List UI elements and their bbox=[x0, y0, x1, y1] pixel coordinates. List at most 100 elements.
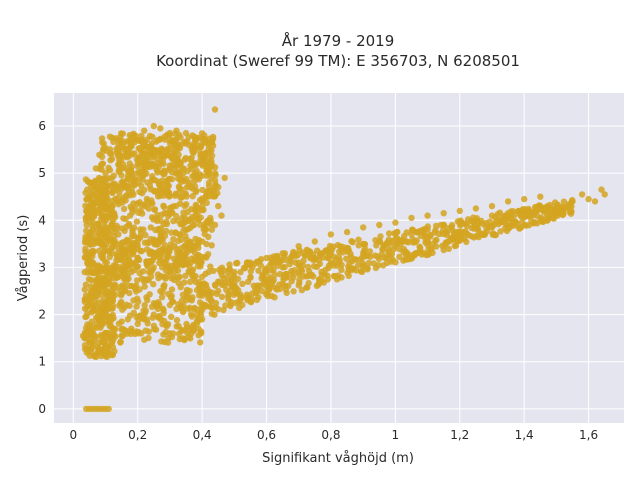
data-point bbox=[211, 221, 219, 229]
data-point bbox=[118, 130, 125, 137]
data-point bbox=[198, 198, 206, 205]
chart-title-line-2: Koordinat (Sweref 99 TM): E 356703, N 62… bbox=[156, 52, 520, 70]
data-point bbox=[281, 271, 288, 278]
data-point bbox=[191, 304, 198, 312]
data-point bbox=[87, 287, 95, 295]
data-point bbox=[252, 286, 259, 293]
data-point bbox=[186, 179, 193, 186]
data-point bbox=[168, 286, 176, 293]
data-point bbox=[300, 273, 307, 280]
data-point bbox=[255, 267, 262, 274]
data-point bbox=[107, 264, 114, 272]
data-point bbox=[164, 339, 172, 346]
data-point bbox=[316, 277, 324, 285]
data-point bbox=[139, 210, 146, 217]
data-point bbox=[166, 192, 174, 200]
data-point bbox=[276, 281, 283, 288]
data-point bbox=[145, 334, 152, 342]
data-point bbox=[141, 201, 148, 208]
data-point bbox=[488, 224, 496, 231]
y-tick-label: 3 bbox=[38, 260, 46, 274]
data-point bbox=[120, 250, 128, 258]
data-point bbox=[198, 130, 206, 137]
data-point bbox=[149, 133, 156, 141]
data-point bbox=[224, 268, 232, 276]
data-point bbox=[126, 160, 133, 167]
data-point bbox=[288, 267, 295, 275]
data-point bbox=[150, 322, 158, 329]
data-point bbox=[304, 284, 311, 291]
data-point bbox=[86, 322, 94, 329]
data-point bbox=[360, 224, 367, 231]
y-axis-ticks: 0 1 2 3 4 5 6 bbox=[38, 119, 46, 416]
data-point bbox=[143, 136, 150, 143]
data-point bbox=[192, 272, 199, 280]
data-point bbox=[167, 204, 175, 211]
data-point bbox=[197, 261, 204, 268]
data-point bbox=[108, 250, 116, 257]
data-point bbox=[243, 291, 251, 298]
data-point bbox=[296, 279, 303, 287]
data-point bbox=[226, 261, 233, 268]
data-point bbox=[81, 286, 89, 293]
data-point bbox=[271, 271, 278, 279]
data-point bbox=[167, 137, 174, 145]
data-point bbox=[376, 238, 383, 245]
data-point bbox=[125, 257, 133, 264]
data-point bbox=[456, 207, 463, 215]
data-point bbox=[343, 228, 351, 236]
data-point bbox=[117, 240, 125, 247]
data-point bbox=[483, 224, 490, 232]
data-point bbox=[91, 200, 98, 208]
data-point bbox=[89, 226, 96, 233]
data-point bbox=[96, 151, 103, 158]
data-point bbox=[102, 346, 109, 354]
data-point bbox=[111, 283, 118, 291]
data-point bbox=[108, 339, 116, 347]
data-point bbox=[197, 143, 205, 150]
data-point bbox=[81, 268, 88, 276]
data-point bbox=[176, 169, 183, 177]
data-point bbox=[507, 215, 515, 222]
data-point bbox=[463, 230, 470, 237]
data-point bbox=[303, 246, 310, 253]
data-point bbox=[129, 189, 136, 196]
data-point bbox=[211, 169, 219, 177]
data-point bbox=[105, 405, 112, 413]
data-point bbox=[161, 133, 168, 140]
x-tick-label: 1 bbox=[392, 428, 400, 442]
data-point bbox=[223, 286, 230, 294]
data-point bbox=[343, 255, 350, 262]
data-point bbox=[128, 325, 135, 332]
data-point bbox=[150, 311, 157, 318]
data-point bbox=[537, 202, 544, 210]
data-point bbox=[119, 282, 126, 289]
data-point bbox=[263, 278, 270, 285]
data-point bbox=[86, 301, 93, 309]
data-point bbox=[186, 304, 193, 311]
data-point bbox=[333, 262, 341, 269]
data-point bbox=[183, 193, 190, 200]
data-point bbox=[208, 152, 216, 159]
data-point bbox=[533, 220, 541, 227]
data-point bbox=[526, 210, 533, 218]
data-point bbox=[198, 306, 206, 314]
data-point bbox=[172, 202, 180, 210]
data-point bbox=[94, 292, 101, 300]
data-point bbox=[112, 333, 119, 340]
data-point bbox=[203, 163, 211, 170]
data-point bbox=[186, 268, 193, 276]
data-point bbox=[202, 136, 209, 144]
data-point bbox=[221, 174, 228, 182]
data-point bbox=[239, 280, 246, 287]
data-point bbox=[146, 258, 153, 265]
data-point bbox=[385, 246, 393, 253]
data-point bbox=[163, 177, 171, 185]
data-point bbox=[89, 262, 97, 269]
data-point bbox=[119, 199, 126, 206]
data-point bbox=[102, 169, 109, 177]
data-point bbox=[198, 160, 205, 167]
data-point bbox=[92, 165, 100, 172]
data-point bbox=[489, 231, 497, 238]
data-point bbox=[159, 177, 166, 184]
